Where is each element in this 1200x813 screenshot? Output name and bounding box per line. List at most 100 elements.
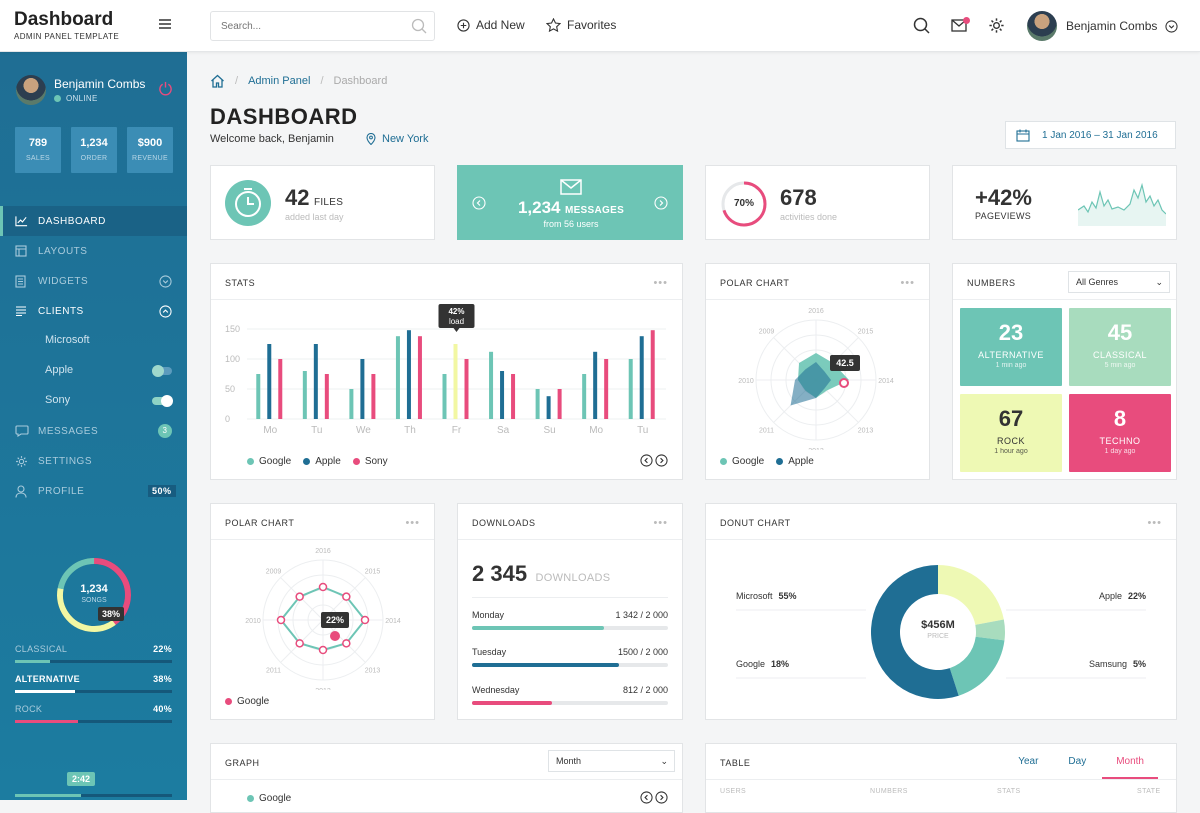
breadcrumb-admin-panel[interactable]: Admin Panel — [248, 75, 311, 87]
bar-google — [349, 389, 354, 419]
chevron-down-icon: ⌄ — [660, 756, 668, 766]
genre-select[interactable]: All Genres ⌄ — [1068, 271, 1170, 293]
tooltip-box — [438, 304, 475, 328]
downloads-card: DOWNLOADS ••• 2 345 DOWNLOADS Monday 1 34… — [457, 503, 683, 720]
legend-google: Google — [720, 456, 764, 467]
nav-dashboard[interactable]: DASHBOARD — [0, 206, 187, 236]
donut-center-label: PRICE — [927, 633, 949, 640]
apple-toggle[interactable] — [152, 365, 172, 377]
gear-icon[interactable] — [988, 17, 1005, 34]
tooltip-arrow — [453, 328, 460, 332]
more-icon[interactable]: ••• — [900, 277, 915, 289]
more-icon[interactable]: ••• — [1147, 517, 1162, 529]
stat-revenue[interactable]: $900 REVENUE — [127, 127, 173, 173]
tile-rock[interactable]: 67 ROCK 1 hour ago — [960, 394, 1062, 472]
client-microsoft[interactable]: Microsoft — [45, 334, 90, 346]
player-progress[interactable] — [15, 794, 172, 797]
bar-sony — [604, 359, 609, 419]
favorites-button[interactable]: Favorites — [546, 18, 616, 32]
mail-icon — [560, 179, 582, 195]
nav-profile[interactable]: PROFILE 50% — [0, 476, 187, 506]
nav-label: LAYOUTS — [38, 245, 88, 257]
x-tick-label: Fr — [452, 425, 462, 436]
stat-sales[interactable]: 789 SALES — [15, 127, 61, 173]
tile-techno[interactable]: 8 TECHNO 1 day ago — [1069, 394, 1171, 472]
sidebar-user[interactable]: Benjamin Combs ONLINE — [16, 75, 145, 105]
axis-label: 2015 — [365, 569, 381, 576]
genre-pct: 38% — [153, 674, 172, 684]
chevron-right-icon[interactable] — [655, 454, 668, 467]
nav-clients[interactable]: CLIENTS — [0, 296, 187, 326]
chevron-up-icon[interactable] — [159, 304, 172, 318]
gear-icon — [16, 455, 27, 467]
stat-order[interactable]: 1,234 ORDER — [71, 127, 117, 173]
axis-label: 2014 — [878, 378, 894, 385]
chevron-left-icon[interactable] — [640, 791, 653, 804]
tooltip-box — [830, 355, 860, 371]
list-icon — [16, 306, 26, 316]
axis-label: 2009 — [266, 569, 282, 576]
user-menu[interactable]: Benjamin Combs — [1027, 11, 1178, 41]
tile-value: 45 — [1107, 320, 1133, 345]
chevron-right-icon[interactable] — [654, 196, 668, 210]
axis-label: 2009 — [759, 329, 775, 336]
bar-apple — [267, 344, 272, 419]
date-range-picker[interactable]: 1 Jan 2016 – 31 Jan 2016 — [1005, 121, 1176, 149]
more-icon[interactable]: ••• — [653, 517, 668, 529]
breadcrumb-separator: / — [235, 75, 239, 87]
avatar — [1027, 11, 1057, 41]
chevron-left-icon[interactable] — [472, 196, 486, 210]
search-icon[interactable] — [913, 17, 930, 34]
search-box[interactable] — [210, 11, 435, 41]
table-tabs: Year Day Month — [988, 756, 1158, 779]
bar-sony — [324, 374, 329, 419]
bar-apple — [500, 371, 505, 419]
bar-google — [442, 374, 447, 419]
online-status: ONLINE — [54, 94, 145, 103]
search-input[interactable] — [211, 12, 391, 40]
tile-classical[interactable]: 45 CLASSICAL 5 min ago — [1069, 308, 1171, 386]
home-icon[interactable] — [210, 74, 225, 88]
mail-icon[interactable] — [951, 17, 970, 32]
nav-widgets[interactable]: WIDGETS — [0, 266, 187, 296]
tile-alternative[interactable]: 23 ALTERNATIVE 1 min ago — [960, 308, 1062, 386]
add-new-button[interactable]: Add New — [457, 18, 525, 32]
power-icon[interactable] — [158, 81, 173, 96]
more-icon[interactable]: ••• — [405, 517, 420, 529]
tab-year[interactable]: Year — [1018, 756, 1039, 767]
nav-layouts[interactable]: LAYOUTS — [0, 236, 187, 266]
search-icon[interactable] — [411, 18, 427, 34]
pageviews-card: +42% PAGEVIEWS — [952, 165, 1177, 240]
more-icon[interactable]: ••• — [653, 277, 668, 289]
sony-toggle[interactable] — [152, 395, 173, 407]
nav-messages[interactable]: MESSAGES 3 — [0, 416, 187, 446]
bar-apple — [406, 330, 411, 419]
sidebar: Benjamin Combs ONLINE 789 SALES 1,234 ORDE… — [0, 52, 187, 800]
brand[interactable]: Dashboard ADMIN PANEL TEMPLATE — [14, 9, 119, 41]
location[interactable]: New York — [366, 133, 428, 145]
chevron-down-icon[interactable] — [159, 274, 172, 288]
tooltip-label: load — [449, 317, 464, 326]
dl-bar-fill — [472, 701, 552, 705]
dl-bar-fill — [472, 626, 604, 630]
bar-sony — [464, 359, 469, 419]
genre-pct: 40% — [153, 704, 172, 714]
legend-apple: Apple — [303, 456, 341, 467]
legend-label: Sony — [364, 456, 388, 467]
numbers-card: NUMBERS All Genres ⌄ 23 ALTERNATIVE 1 min a… — [952, 263, 1177, 480]
menu-icon[interactable] — [158, 18, 172, 30]
client-sony[interactable]: Sony — [45, 394, 71, 406]
graph-period-select[interactable]: Month ⌄ — [548, 750, 675, 772]
legend-google: Google — [247, 793, 291, 804]
bar-sony — [650, 330, 655, 419]
nav-settings[interactable]: SETTINGS — [0, 446, 187, 476]
client-apple[interactable]: Apple — [45, 364, 74, 376]
chevron-left-icon[interactable] — [640, 454, 653, 467]
radar-point — [318, 582, 328, 592]
chevron-right-icon[interactable] — [655, 791, 668, 804]
y-tick-label: 0 — [225, 414, 230, 424]
tab-month[interactable]: Month — [1102, 756, 1158, 779]
tab-day[interactable]: Day — [1068, 756, 1087, 767]
axis-label: 2013 — [365, 667, 381, 674]
tile-label: TECHNO — [1099, 436, 1141, 446]
